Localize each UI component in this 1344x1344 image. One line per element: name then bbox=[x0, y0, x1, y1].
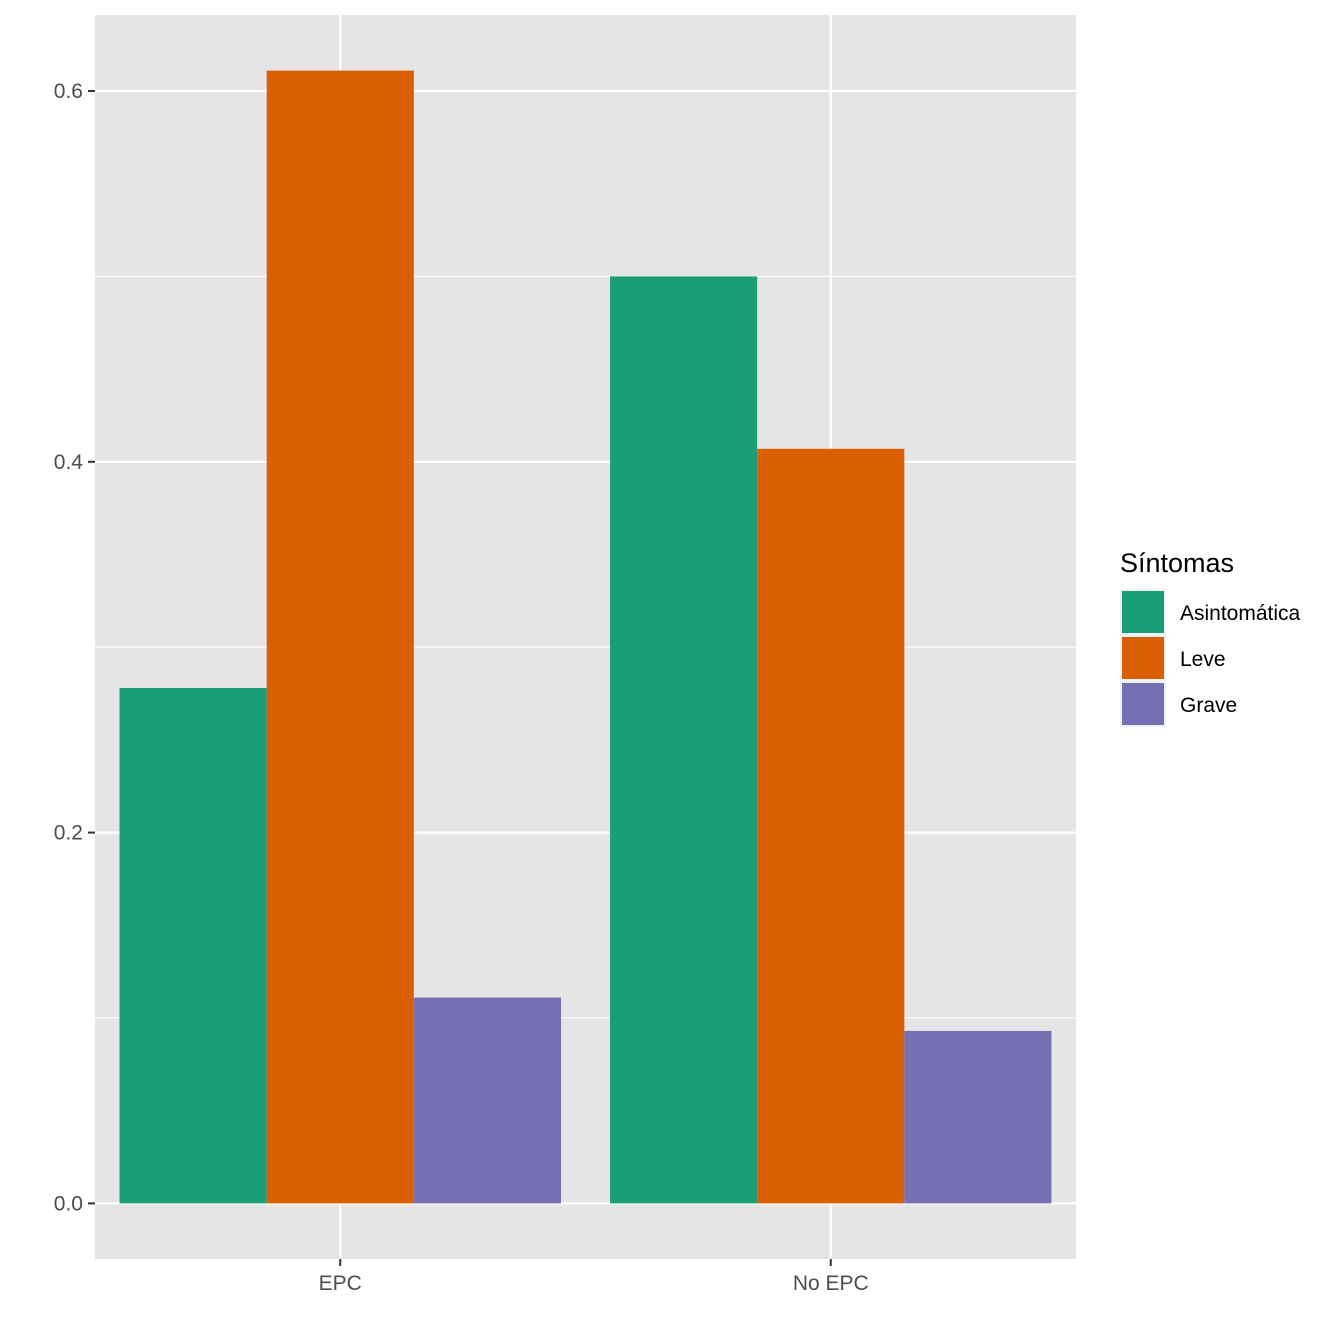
x-tick-label: No EPC bbox=[793, 1272, 869, 1295]
legend-key bbox=[1122, 637, 1164, 679]
legend-key bbox=[1122, 683, 1164, 725]
legend-label: Leve bbox=[1180, 648, 1226, 671]
x-tick-label: EPC bbox=[319, 1272, 362, 1295]
legend-key bbox=[1122, 591, 1164, 633]
legend-label: Asintomática bbox=[1180, 602, 1301, 625]
y-tick-label: 0.2 bbox=[54, 822, 83, 845]
bar bbox=[904, 1030, 1052, 1204]
x-axis: EPC No EPC bbox=[319, 1259, 869, 1295]
y-tick-label: 0.6 bbox=[54, 80, 83, 103]
bar bbox=[119, 687, 267, 1204]
bar bbox=[757, 448, 905, 1204]
y-tick-label: 0.4 bbox=[54, 451, 84, 474]
legend-title: Síntomas bbox=[1120, 548, 1234, 578]
bar bbox=[413, 997, 561, 1204]
bars bbox=[119, 70, 1052, 1204]
y-axis: 0.0 0.2 0.4 0.6 bbox=[54, 80, 95, 1215]
legend-label: Grave bbox=[1180, 694, 1237, 717]
bar bbox=[266, 70, 414, 1204]
bar bbox=[610, 276, 758, 1204]
legend: Síntomas Asintomática Leve Grave bbox=[1120, 548, 1301, 727]
y-tick-label: 0.0 bbox=[54, 1192, 83, 1215]
